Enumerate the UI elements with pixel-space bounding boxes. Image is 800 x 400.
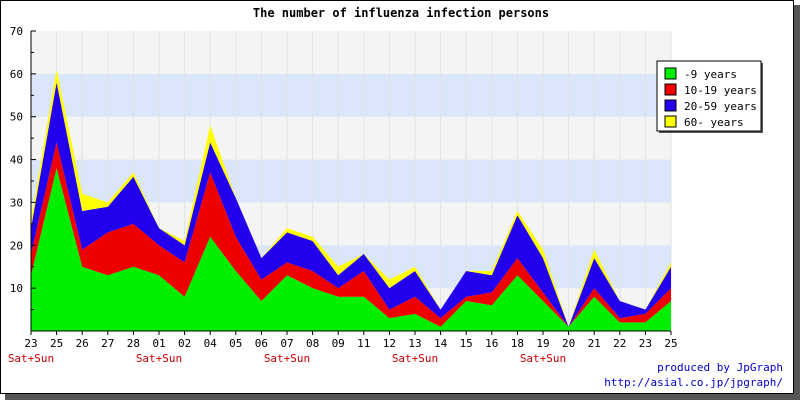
y-tick-label: 50	[10, 111, 23, 124]
x-tick-label: 13	[408, 337, 421, 350]
y-tick-label: 40	[10, 154, 23, 167]
weekend-label: Sat+Sun	[136, 352, 182, 365]
x-tick-label: 25	[50, 337, 63, 350]
x-tick-label: 02	[178, 337, 191, 350]
x-tick-label: 07	[280, 337, 293, 350]
chart-frame: The number of influenza infection person…	[0, 0, 794, 394]
x-tick-label: 08	[306, 337, 319, 350]
series-area-2	[31, 142, 671, 327]
x-tick-label: 22	[613, 337, 626, 350]
legend-swatch	[664, 67, 677, 80]
x-tick-label: 21	[588, 337, 601, 350]
credit-line-2[interactable]: http://asial.co.jp/jpgraph/	[604, 376, 783, 389]
grid-band	[31, 73, 671, 117]
y-tick-label: 10	[10, 282, 23, 295]
x-tick-label: 26	[76, 337, 89, 350]
legend-label: 10-19 years	[684, 84, 757, 97]
weekend-label: Sat+Sun	[8, 352, 54, 365]
x-tick-label: 06	[255, 337, 268, 350]
legend-label: -9 years	[684, 68, 737, 81]
x-tick-label: 05	[229, 337, 242, 350]
legend-swatch	[664, 83, 677, 96]
x-tick-label: 28	[127, 337, 140, 350]
frame-shadow-right	[794, 5, 800, 400]
plot-area: 10 20 30 40 50 60 70 23 25 26 27 28 01 02 04 05 06 07 08 09…	[8, 25, 678, 365]
x-tick-label: 12	[383, 337, 396, 350]
chart-svg: The number of influenza infection person…	[8, 6, 763, 365]
series-area-1	[31, 168, 671, 331]
frame-shadow-bottom	[5, 394, 800, 400]
weekend-label: Sat+Sun	[392, 352, 438, 365]
x-tick-label: 20	[562, 337, 575, 350]
chart-title: The number of influenza infection person…	[253, 6, 549, 20]
y-tick-label: 30	[10, 196, 23, 209]
series-area-3	[31, 82, 671, 327]
legend: -9 years 10-19 years 20-59 years 60- years	[656, 60, 763, 133]
x-tick-label: 09	[332, 337, 345, 350]
x-tick-label: 14	[434, 337, 448, 350]
x-tick-label: 15	[460, 337, 473, 350]
legend-swatch	[664, 115, 677, 128]
legend-label: 20-59 years	[684, 100, 757, 113]
x-tick-label: 23	[639, 337, 652, 350]
weekend-label: Sat+Sun	[264, 352, 310, 365]
x-tick-label: 11	[357, 337, 370, 350]
x-tick-label: 25	[664, 337, 677, 350]
credit-line-1: produced by JpGraph	[657, 361, 783, 374]
legend-label: 60- years	[684, 116, 744, 129]
x-tick-label: 27	[101, 337, 114, 350]
x-tick-label: 04	[204, 337, 218, 350]
y-tick-label: 60	[10, 68, 23, 81]
legend-swatch	[664, 99, 677, 112]
x-tick-label: 01	[152, 337, 165, 350]
x-tick-label: 19	[536, 337, 549, 350]
x-tick-label: 18	[511, 337, 524, 350]
x-tick-label: 16	[485, 337, 498, 350]
x-tick-label: 23	[24, 337, 37, 350]
y-tick-label: 70	[10, 25, 23, 38]
weekend-label: Sat+Sun	[520, 352, 566, 365]
y-tick-label: 20	[10, 239, 23, 252]
